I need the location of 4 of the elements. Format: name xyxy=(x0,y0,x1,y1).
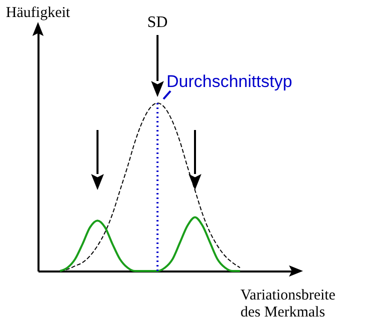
text: Häufigkeit xyxy=(6,5,71,21)
x-axis-title: Variationsbreite des Merkmals xyxy=(240,288,336,320)
text: SD xyxy=(147,14,168,31)
text: Durchschnittstyp xyxy=(166,72,292,91)
